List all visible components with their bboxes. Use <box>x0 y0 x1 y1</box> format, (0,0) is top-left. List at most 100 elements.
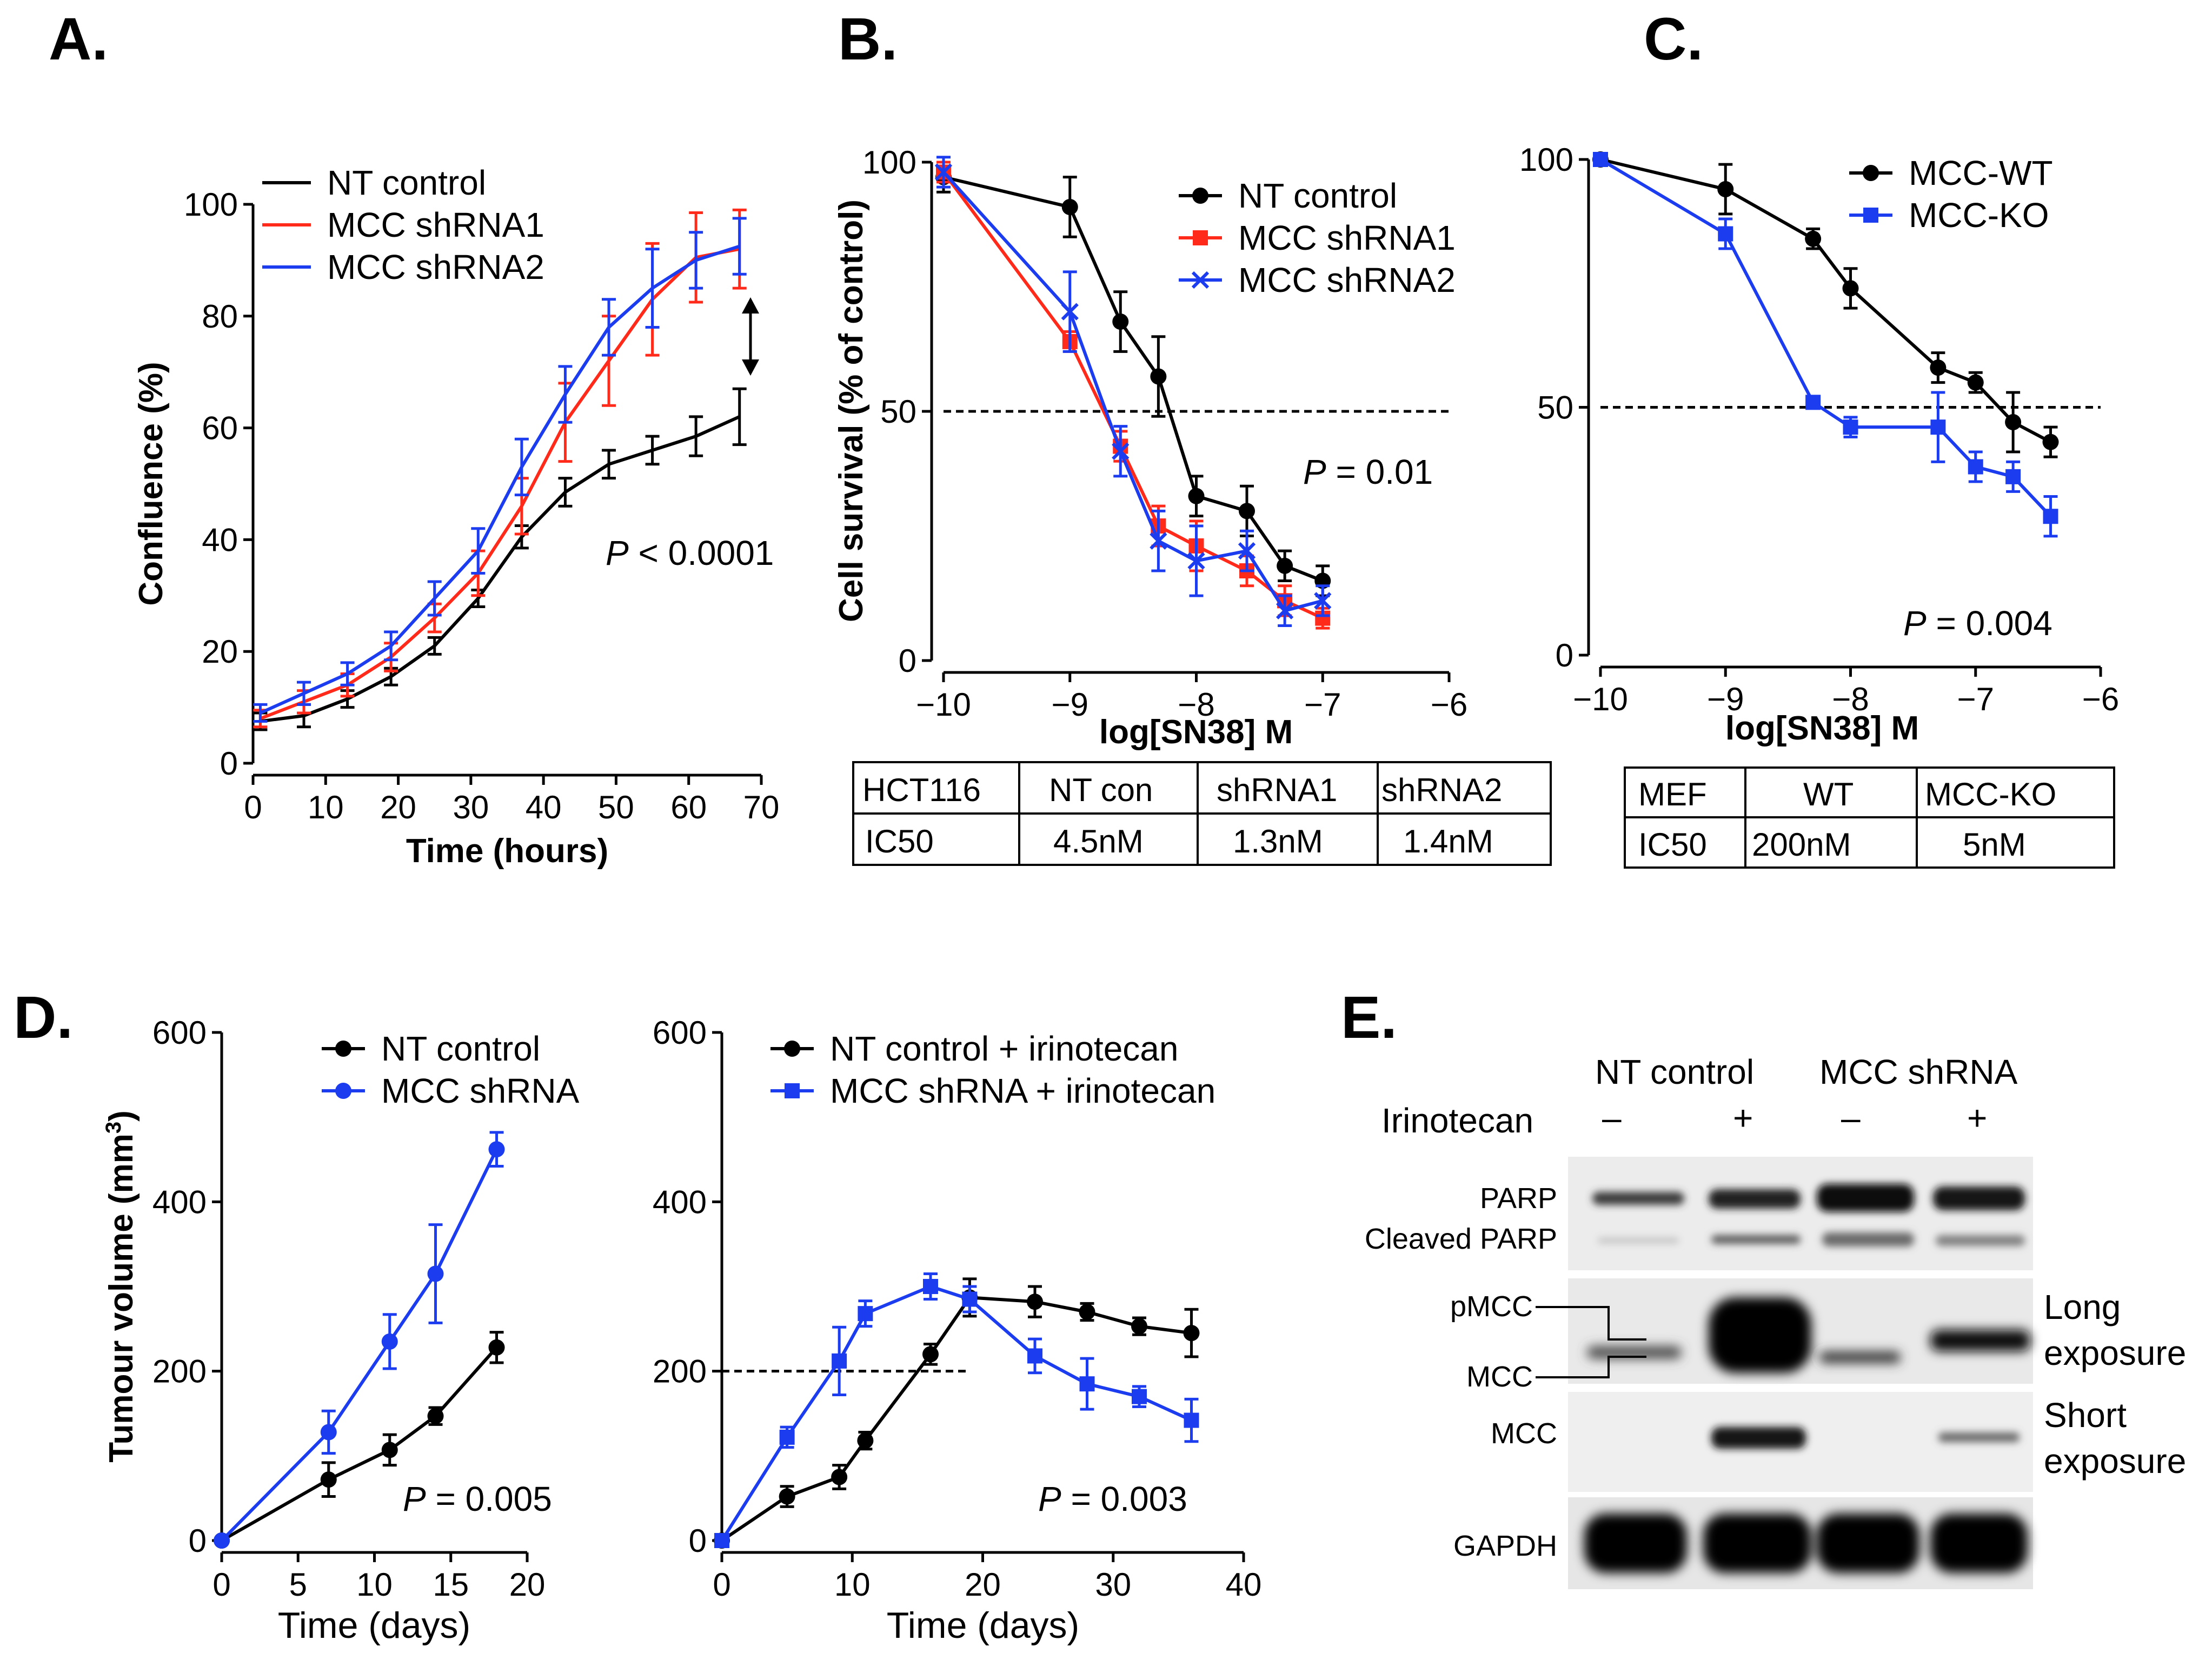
data-point <box>934 163 953 181</box>
label-mcc-long: MCC <box>1466 1361 1533 1393</box>
data-point <box>923 1279 938 1294</box>
band-parp-3 <box>1817 1184 1914 1212</box>
y-tick-label: 0 <box>220 745 238 782</box>
y-tick-label: 100 <box>862 144 916 181</box>
legend-marker-stroke2 <box>1191 271 1210 289</box>
chart-d-tumour-volume-irinotecan: 0 200 400 600 0 10 20 30 40 Time (days) NT control… <box>653 1015 1261 1646</box>
y-tick-label: 200 <box>653 1354 707 1390</box>
x-axis-label: log[SN38] M <box>1725 710 1919 747</box>
p-value-symbol: P <box>1303 452 1326 491</box>
data-point <box>1183 1325 1200 1342</box>
label-short: Short <box>2044 1396 2127 1435</box>
y-tick-label: 20 <box>202 634 238 670</box>
series-2 <box>934 156 1332 627</box>
legend-entry: MCC shRNA1 <box>1238 218 1456 257</box>
y-tick-label: 0 <box>899 643 916 679</box>
legend-marker <box>1191 271 1210 289</box>
x-axis-label: Time (days) <box>887 1605 1079 1646</box>
x-tick-label: 40 <box>1226 1566 1262 1603</box>
p-value: P = 0.003 <box>1038 1479 1187 1518</box>
data-point <box>1132 1389 1147 1404</box>
x-tick-label: 20 <box>509 1566 546 1603</box>
data-point <box>832 1353 847 1369</box>
band-gapdh-4 <box>1930 1514 2028 1573</box>
legend-entry: MCC shRNA + irinotecan <box>830 1071 1215 1110</box>
data-point-stroke2 <box>1238 542 1256 560</box>
y-tick-label: 80 <box>202 298 238 335</box>
p-value: P = 0.004 <box>1903 604 2052 643</box>
band-mcc-short-4 <box>1938 1432 2020 1442</box>
band-parp-1 <box>1592 1192 1684 1205</box>
x-tick-label: 30 <box>453 789 489 825</box>
y-axis-label-text: Confluence (%) <box>132 362 170 605</box>
table-c-row-0: IC50 <box>1638 826 1707 863</box>
series-1 <box>214 1131 505 1549</box>
data-point <box>858 1306 873 1322</box>
x-tick-label: −10 <box>916 686 971 723</box>
data-point <box>1276 602 1294 619</box>
legend-entry: MCC shRNA <box>381 1071 580 1110</box>
x-tick-label: 40 <box>526 789 562 825</box>
band-gapdh-3 <box>1817 1514 1919 1573</box>
data-point <box>1061 198 1078 215</box>
y-tick-label: 100 <box>184 186 238 223</box>
data-point <box>1805 395 1821 410</box>
pmcc-bracket <box>1536 1306 1646 1341</box>
legend-marker <box>785 1083 800 1098</box>
y-tick-label: 0 <box>689 1523 707 1559</box>
group-label-nt-control: NT control <box>1595 1052 1754 1091</box>
x-axis-label: Time (days) <box>278 1605 470 1646</box>
data-point <box>831 1469 848 1485</box>
legend-entry: MCC-KO <box>1909 196 2049 235</box>
data-point <box>1184 1412 1199 1428</box>
x-tick-label: −6 <box>1431 686 1467 723</box>
band-cleaved-parp-1 <box>1598 1238 1679 1243</box>
data-point <box>1112 442 1130 460</box>
label-long-exposure: exposure <box>2044 1334 2186 1372</box>
data-point <box>1718 226 1733 242</box>
panel-label-d: D. <box>14 984 73 1051</box>
x-tick-label: 10 <box>356 1566 393 1603</box>
p-value-text: = 0.01 <box>1326 452 1433 491</box>
legend-marker <box>1192 188 1208 204</box>
series-line <box>260 415 740 723</box>
band-gapdh-2 <box>1703 1514 1811 1573</box>
label-mcc-short: MCC <box>1491 1417 1557 1450</box>
panel-label-a: A. <box>49 6 108 72</box>
x-tick-label: 30 <box>1095 1566 1131 1603</box>
p-value-symbol: P <box>606 534 629 572</box>
data-point <box>2042 434 2059 450</box>
p-value-symbol: P <box>1038 1479 1061 1518</box>
x-tick-label: 50 <box>598 789 634 825</box>
data-point <box>1188 488 1205 504</box>
table-c-header-0: MEF <box>1638 776 1707 812</box>
series-1 <box>1593 152 2058 538</box>
p-value-symbol: P <box>1903 604 1927 643</box>
series-line <box>943 175 1324 583</box>
data-point <box>488 1339 505 1356</box>
y-tick-label: 600 <box>653 1015 707 1051</box>
band-mcc-short-2 <box>1711 1427 1806 1449</box>
table-b-row-0: IC50 <box>865 823 934 859</box>
legend-marker <box>1193 230 1208 245</box>
data-point <box>1131 1318 1147 1335</box>
series-line <box>942 171 1324 612</box>
data-point <box>488 1141 505 1158</box>
group-label-mcc-shrna: MCC shRNA <box>1819 1052 2018 1091</box>
data-point-stroke2 <box>1314 592 1332 610</box>
y-tick-label: 0 <box>189 1523 207 1559</box>
band-parp-2 <box>1709 1189 1801 1209</box>
y-axis-label: Tumour volume (mm3) <box>102 1110 140 1462</box>
data-point <box>779 1488 795 1505</box>
data-point <box>1112 314 1129 330</box>
data-point <box>2043 509 2058 524</box>
data-point <box>1027 1294 1043 1310</box>
data-point <box>1314 592 1332 610</box>
label-pmcc: pMCC <box>1450 1290 1533 1323</box>
data-point <box>962 1291 978 1307</box>
y-tick-label: 200 <box>152 1354 207 1390</box>
blot-strip-parp <box>1568 1157 2033 1270</box>
